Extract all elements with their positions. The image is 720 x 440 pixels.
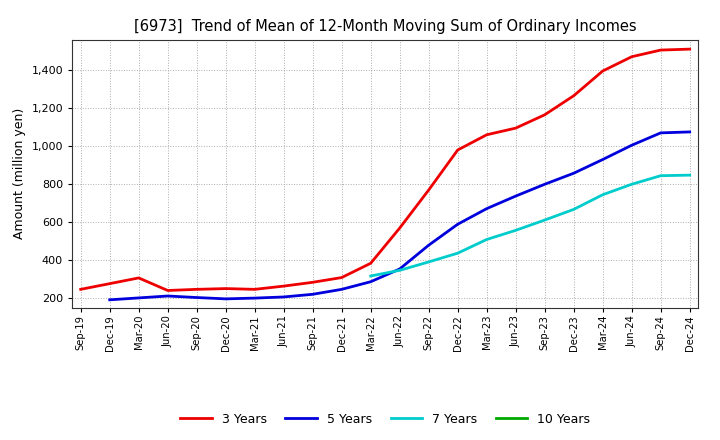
Y-axis label: Amount (million yen): Amount (million yen) — [13, 108, 26, 239]
Legend: 3 Years, 5 Years, 7 Years, 10 Years: 3 Years, 5 Years, 7 Years, 10 Years — [176, 407, 595, 431]
Title: [6973]  Trend of Mean of 12-Month Moving Sum of Ordinary Incomes: [6973] Trend of Mean of 12-Month Moving … — [134, 19, 636, 34]
